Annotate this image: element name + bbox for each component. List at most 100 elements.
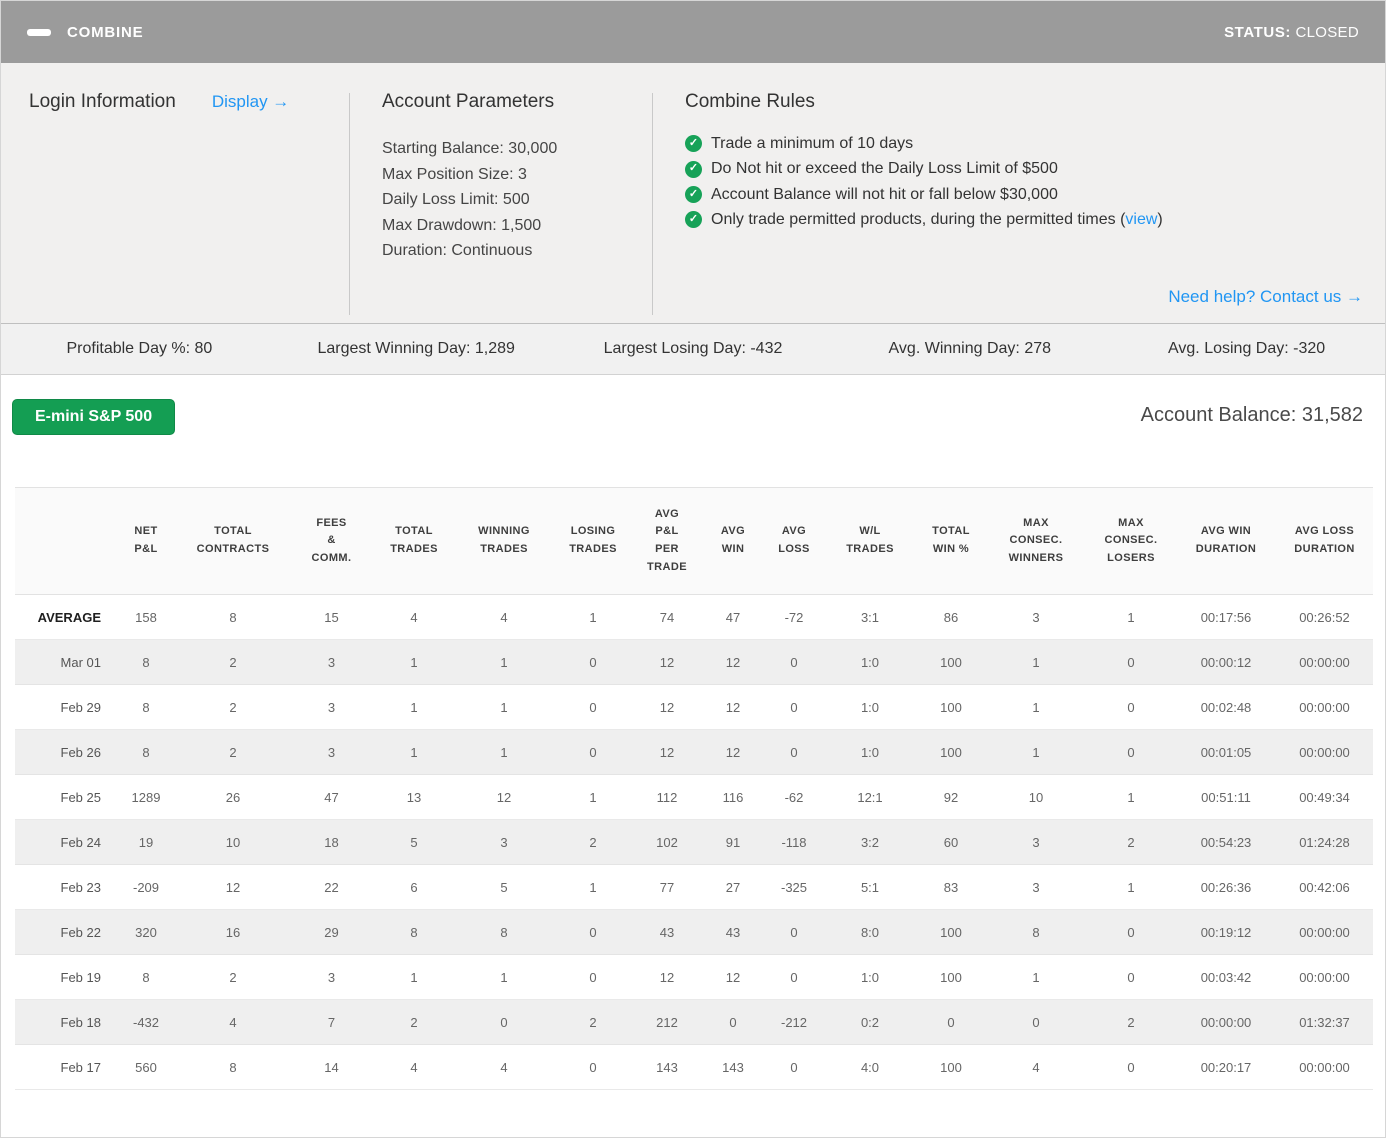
- table-cell: 91: [725, 834, 741, 850]
- contact-us-link[interactable]: Need help? Contact us →: [1168, 287, 1363, 306]
- rule-text: Only trade permitted products, during th…: [711, 207, 1163, 232]
- product-button[interactable]: E-mini S&P 500: [12, 399, 176, 435]
- table-cell: 47: [324, 789, 339, 805]
- table-cell: 116: [722, 789, 744, 805]
- rule-text-before: Only trade permitted products, during th…: [711, 211, 1126, 229]
- table-row: Feb 26 8 2 3 1 1 0 12 12 0 1:0 100 1 0 00:01:05 00:00:0…: [15, 729, 1373, 775]
- table-cell: 143: [722, 1059, 744, 1075]
- table-cell: 0: [790, 744, 798, 760]
- table-cell: 0:2: [860, 1014, 880, 1030]
- minimize-icon[interactable]: [27, 28, 51, 36]
- table-cell: 0: [1127, 924, 1135, 940]
- rule-item: ✓ Trade a minimum of 10 days: [685, 131, 1363, 156]
- column-header: WINNING TRADES: [478, 525, 530, 555]
- table-cell: 4: [410, 1059, 418, 1075]
- rule-text: Trade a minimum of 10 days: [711, 135, 914, 152]
- row-label: Feb 19: [60, 969, 101, 985]
- table-cell: 3:1: [860, 609, 880, 625]
- display-link[interactable]: Display →: [211, 92, 290, 111]
- column-header: LOSING TRADES: [569, 525, 617, 555]
- table-cell: 100: [940, 744, 962, 760]
- table-cell: 1: [1032, 654, 1040, 670]
- table-cell: 2: [229, 699, 237, 715]
- table-row: Mar 01 8 2 3 1 1 0 12 12 0 1:0 100 1 0 00:00:12 00:00:0…: [15, 639, 1373, 685]
- table-cell: 100: [940, 924, 962, 940]
- table-cell: 7: [327, 1014, 336, 1030]
- table-cell: 1: [1127, 879, 1135, 895]
- table-row: Feb 22 320 16 29 8 8 0 43 43 0 8:0 100 8 0 00:19:12 00:…: [15, 909, 1373, 955]
- table-cell: 15: [324, 609, 339, 625]
- table-cell: 19: [138, 834, 154, 850]
- table-cell: 77: [659, 879, 675, 895]
- table-cell: 3: [1032, 834, 1040, 850]
- table-cell: 1: [1127, 789, 1135, 805]
- table-cell: 00:00:00: [1299, 744, 1350, 760]
- table-cell: 1: [410, 969, 418, 985]
- table-cell: 158: [135, 609, 157, 625]
- param-starting-balance: Starting Balance: 30,000: [382, 140, 558, 157]
- column-header: TOTAL CONTRACTS: [196, 525, 270, 555]
- table-cell: 0: [729, 1014, 737, 1030]
- column-header: TOTAL TRADES: [390, 525, 438, 555]
- table-cell: -432: [132, 1014, 160, 1030]
- table-cell: 00:00:00: [1299, 969, 1350, 985]
- daily-stats-table-wrap: NET P&L TOTAL CONTRACTS FEES & COMM. TOTAL …: [1, 487, 1385, 1090]
- table-cell: 00:20:17: [1200, 1059, 1252, 1075]
- status-value: CLOSED: [1295, 23, 1359, 41]
- view-link[interactable]: view: [1125, 211, 1158, 229]
- table-cell: 0: [1127, 969, 1135, 985]
- table-cell: 01:24:28: [1299, 834, 1350, 850]
- column-header: [15, 488, 115, 595]
- table-cell: 26: [225, 789, 241, 805]
- table-cell: 112: [656, 789, 678, 805]
- table-cell: 1:0: [860, 654, 880, 670]
- summary-stats-bar: Profitable Day %: 80 Largest Winning Day…: [1, 324, 1385, 375]
- rule-item: ✓ Account Balance will not hit or fall b…: [685, 182, 1363, 207]
- table-cell: 2: [229, 969, 237, 985]
- table-cell: 12: [659, 654, 675, 670]
- toolbar: E-mini S&P 500 Account Balance: 31,582: [1, 375, 1385, 435]
- table-cell: 12: [725, 699, 741, 715]
- table-cell: 8: [142, 654, 150, 670]
- table-cell: 29: [324, 924, 339, 940]
- table-cell: 0: [589, 654, 597, 670]
- check-icon: ✓: [685, 135, 702, 153]
- table-cell: 212: [656, 1014, 678, 1030]
- table-cell: 3: [1032, 879, 1040, 895]
- check-icon: ✓: [685, 211, 702, 229]
- table-cell: 100: [940, 654, 962, 670]
- table-cell: 100: [940, 969, 962, 985]
- table-row: Feb 23 -209 12 22 6 5 1 77 27 -325 5:1 83 3 1 00:26:36…: [15, 864, 1373, 910]
- table-cell: 12: [225, 879, 241, 895]
- table-cell: 22: [324, 879, 339, 895]
- daily-stats-table: NET P&L TOTAL CONTRACTS FEES & COMM. TOTAL …: [15, 487, 1373, 1090]
- row-label: AVERAGE: [37, 609, 101, 625]
- table-cell: -212: [780, 1014, 808, 1030]
- table-cell: 2: [589, 834, 597, 850]
- table-cell: 1:0: [860, 744, 880, 760]
- table-cell: 4: [229, 1014, 237, 1030]
- table-cell: 00:00:12: [1200, 654, 1252, 670]
- table-cell: 1:0: [860, 699, 880, 715]
- table-cell: -62: [784, 789, 804, 805]
- table-cell: 1:0: [860, 969, 880, 985]
- table-cell: 3: [327, 744, 336, 760]
- table-cell: 18: [324, 834, 339, 850]
- table-cell: 0: [500, 1014, 508, 1030]
- table-cell: 10: [1028, 789, 1044, 805]
- column-header: TOTAL WIN %: [932, 525, 970, 555]
- row-label: Feb 22: [60, 924, 101, 940]
- table-cell: 01:32:37: [1299, 1014, 1350, 1030]
- login-information-title: Login Information: [29, 91, 176, 112]
- table-cell: 74: [659, 609, 675, 625]
- table-cell: 4: [410, 609, 418, 625]
- table-cell: 00:00:00: [1200, 1014, 1252, 1030]
- stat-largest-losing-day: Largest Losing Day: -432: [603, 340, 783, 357]
- table-cell: 14: [324, 1059, 339, 1075]
- table-cell: 2: [229, 654, 237, 670]
- table-cell: 2: [229, 744, 237, 760]
- table-cell: 4: [1032, 1059, 1040, 1075]
- table-cell: 00:19:12: [1200, 924, 1252, 940]
- table-cell: 8: [142, 744, 150, 760]
- account-balance: Account Balance: 31,582: [1140, 404, 1363, 426]
